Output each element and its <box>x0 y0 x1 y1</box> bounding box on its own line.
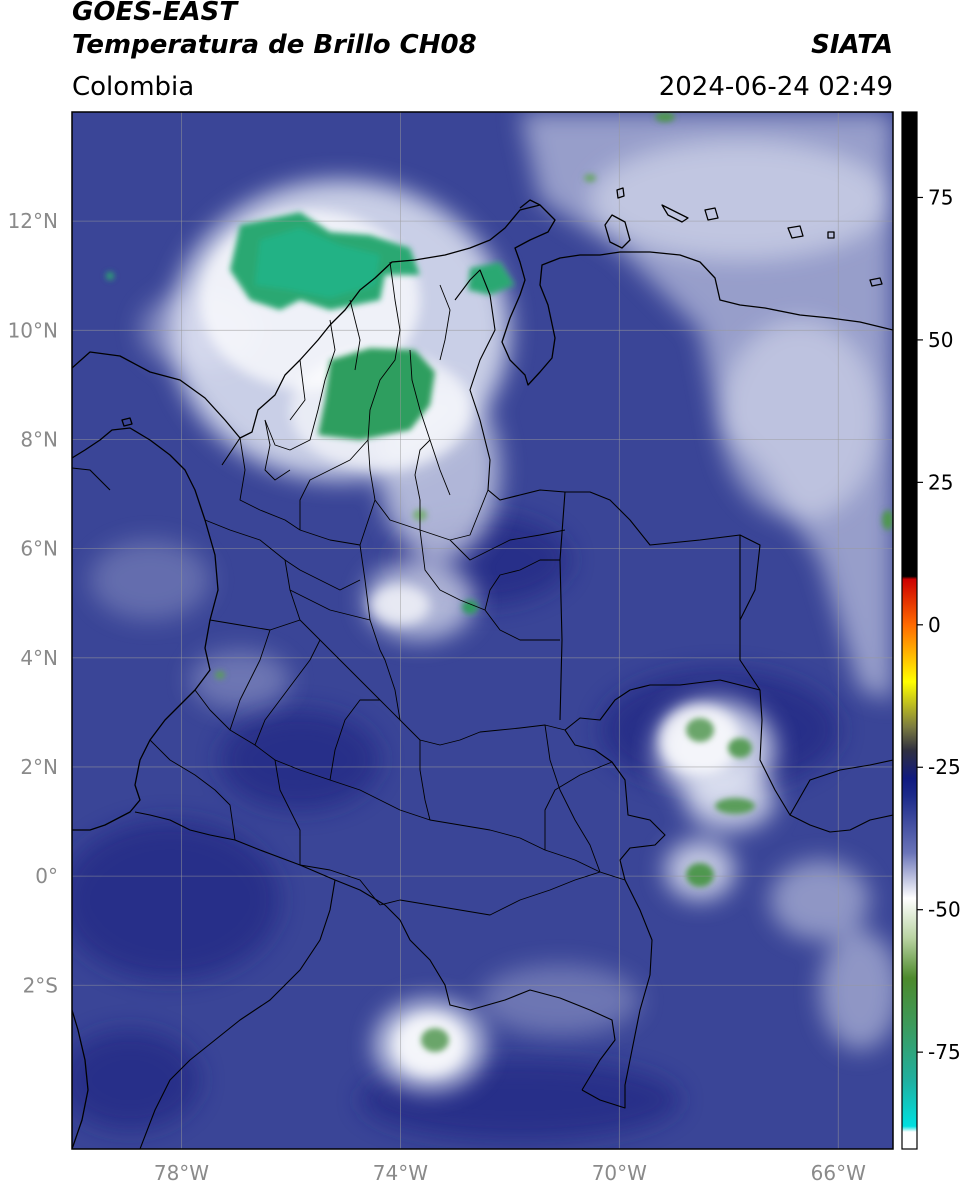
region-label: Colombia <box>72 72 195 102</box>
product-title: Temperatura de Brillo CH08 <box>72 30 477 60</box>
lat-tick-label-6: 0° <box>35 864 58 888</box>
lat-tick-label-3: 6°N <box>20 537 58 561</box>
axis-ticks: 78°W 74°W 70°W 66°W 12°N 10°N 8°N 6°N 4°N 2°N 0° 2°… <box>8 209 867 1185</box>
coastlines <box>72 187 893 1149</box>
gridlines <box>72 112 893 1149</box>
agency-label: SIATA <box>811 30 893 60</box>
colorbar-tick-label-4: -25 <box>928 755 961 779</box>
colorbar-frame <box>901 111 918 1150</box>
satellite-image <box>72 112 893 1149</box>
satellite-title: GOES-EAST <box>72 0 238 27</box>
colorbar-tick-label-3: 0 <box>928 613 941 637</box>
lon-tick-label-1: 74°W <box>373 1161 428 1185</box>
lat-tick-label-7: 2°S <box>23 973 58 997</box>
lon-tick-label-2: 70°W <box>592 1161 647 1185</box>
colorbar-tick-label-1: 50 <box>928 328 953 352</box>
country-borders <box>72 269 893 1149</box>
colorbar-tick-label-0: 75 <box>928 185 953 209</box>
lon-tick-label-0: 78°W <box>154 1161 209 1185</box>
lat-tick-label-0: 12°N <box>8 209 58 233</box>
cloud-cover <box>90 112 893 1090</box>
colorbar <box>902 112 917 1149</box>
cold-cloud-tops <box>106 112 893 1052</box>
lat-tick-label-2: 8°N <box>20 427 58 451</box>
lat-tick-label-1: 10°N <box>8 318 58 342</box>
department-borders <box>149 261 626 916</box>
colorbar-tick-label-2: 25 <box>928 470 953 494</box>
lon-tick-label-3: 66°W <box>811 1161 866 1185</box>
map-frame <box>71 111 894 1150</box>
lat-tick-label-5: 2°N <box>20 755 58 779</box>
colorbar-tick-label-5: -50 <box>928 898 961 922</box>
datetime-label: 2024-06-24 02:49 <box>658 72 893 102</box>
colorbar-tick-label-6: -75 <box>928 1040 961 1064</box>
colorbar-ticks: 75 50 25 0 -25 -50 -75 <box>917 185 961 1064</box>
lat-tick-label-4: 4°N <box>20 646 58 670</box>
